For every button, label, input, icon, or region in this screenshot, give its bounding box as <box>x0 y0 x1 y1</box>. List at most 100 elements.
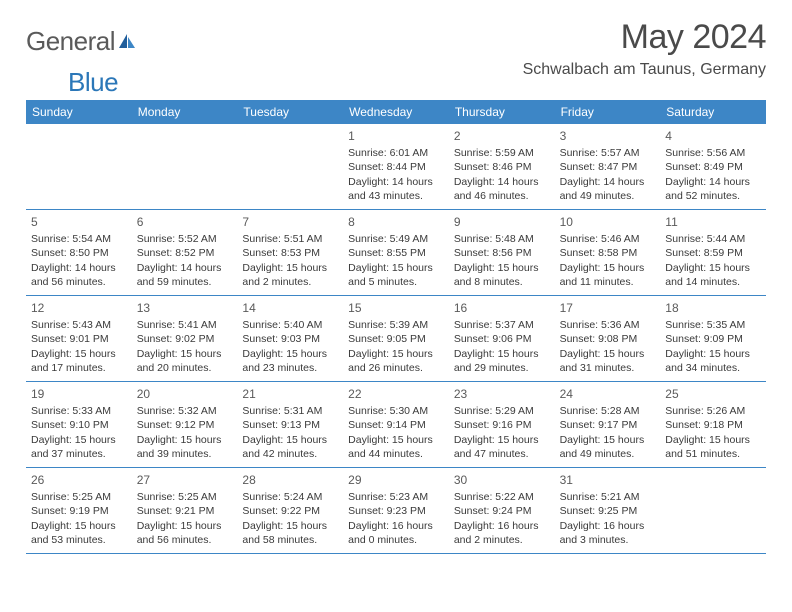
calendar-day: 9Sunrise: 5:48 AMSunset: 8:56 PMDaylight… <box>449 210 555 296</box>
day-number: 19 <box>31 386 127 402</box>
sunset-text: Sunset: 9:17 PM <box>560 418 656 432</box>
sunset-text: Sunset: 8:49 PM <box>665 160 761 174</box>
daylight-text: Daylight: 15 hours and 8 minutes. <box>454 261 550 289</box>
daylight-text: Daylight: 15 hours and 5 minutes. <box>348 261 444 289</box>
brand-text-1: General <box>26 26 115 57</box>
calendar-day: 3Sunrise: 5:57 AMSunset: 8:47 PMDaylight… <box>555 124 661 210</box>
sunset-text: Sunset: 8:46 PM <box>454 160 550 174</box>
sunrise-text: Sunrise: 5:30 AM <box>348 404 444 418</box>
sunrise-text: Sunrise: 5:59 AM <box>454 146 550 160</box>
sunset-text: Sunset: 9:03 PM <box>242 332 338 346</box>
day-number: 7 <box>242 214 338 230</box>
day-number: 30 <box>454 472 550 488</box>
calendar-day: 29 Sunrise: 5:23 AMSunset: 9:23 PMDayligh… <box>343 468 449 554</box>
sunset-text: Sunset: 9:02 PM <box>137 332 233 346</box>
sunrise-text: Sunrise: 5:40 AM <box>242 318 338 332</box>
calendar-day: 16 Sunrise: 5:37 AMSunset: 9:06 PMDayligh… <box>449 296 555 382</box>
daylight-text: Daylight: 16 hours and 3 minutes. <box>560 519 656 547</box>
sunrise-text: Sunrise: 5:32 AM <box>137 404 233 418</box>
calendar-day: 25Sunrise: 5:26 AMSunset: 9:18 PMDayligh… <box>660 382 766 468</box>
day-number: 8 <box>348 214 444 230</box>
day-number: 4 <box>665 128 761 144</box>
calendar-empty <box>132 124 238 210</box>
sunset-text: Sunset: 9:21 PM <box>137 504 233 518</box>
sunset-text: Sunset: 9:06 PM <box>454 332 550 346</box>
daylight-text: Daylight: 15 hours and 11 minutes. <box>560 261 656 289</box>
sunrise-text: Sunrise: 5:56 AM <box>665 146 761 160</box>
daylight-text: Daylight: 15 hours and 49 minutes. <box>560 433 656 461</box>
sunrise-text: Sunrise: 5:41 AM <box>137 318 233 332</box>
day-number: 26 <box>31 472 127 488</box>
sunrise-text: Sunrise: 5:37 AM <box>454 318 550 332</box>
daylight-text: Daylight: 15 hours and 44 minutes. <box>348 433 444 461</box>
calendar-day: 20Sunrise: 5:32 AMSunset: 9:12 PMDayligh… <box>132 382 238 468</box>
daylight-text: Daylight: 15 hours and 31 minutes. <box>560 347 656 375</box>
calendar-day: 7Sunrise: 5:51 AMSunset: 8:53 PMDaylight… <box>237 210 343 296</box>
calendar-day: 28Sunrise: 5:24 AMSunset: 9:22 PMDayligh… <box>237 468 343 554</box>
sunset-text: Sunset: 9:24 PM <box>454 504 550 518</box>
calendar-empty <box>237 124 343 210</box>
sunset-text: Sunset: 9:23 PM <box>348 504 444 518</box>
day-number: 1 <box>348 128 444 144</box>
brand-text-2: Blue <box>68 67 792 98</box>
daylight-text: Daylight: 15 hours and 29 minutes. <box>454 347 550 375</box>
sunrise-text: Sunrise: 5:43 AM <box>31 318 127 332</box>
sunset-text: Sunset: 9:14 PM <box>348 418 444 432</box>
sunrise-text: Sunrise: 5:22 AM <box>454 490 550 504</box>
sunrise-text: Sunrise: 5:33 AM <box>31 404 127 418</box>
daylight-text: Daylight: 14 hours and 46 minutes. <box>454 175 550 203</box>
day-number: 17 <box>560 300 656 316</box>
sunrise-text: Sunrise: 5:44 AM <box>665 232 761 246</box>
day-number: 3 <box>560 128 656 144</box>
calendar-day: 18Sunrise: 5:35 AMSunset: 9:09 PMDayligh… <box>660 296 766 382</box>
sunset-text: Sunset: 8:44 PM <box>348 160 444 174</box>
day-number: 5 <box>31 214 127 230</box>
day-number: 16 <box>454 300 550 316</box>
daylight-text: Daylight: 15 hours and 37 minutes. <box>31 433 127 461</box>
sunset-text: Sunset: 9:09 PM <box>665 332 761 346</box>
calendar-grid: SundayMondayTuesdayWednesdayThursdayFrid… <box>26 100 766 554</box>
daylight-text: Daylight: 15 hours and 26 minutes. <box>348 347 444 375</box>
sunrise-text: Sunrise: 5:39 AM <box>348 318 444 332</box>
sunrise-text: Sunrise: 5:49 AM <box>348 232 444 246</box>
calendar-day: 5Sunrise: 5:54 AMSunset: 8:50 PMDaylight… <box>26 210 132 296</box>
calendar-day: 31Sunrise: 5:21 AMSunset: 9:25 PMDayligh… <box>555 468 661 554</box>
day-number: 6 <box>137 214 233 230</box>
calendar-day: 6Sunrise: 5:52 AMSunset: 8:52 PMDaylight… <box>132 210 238 296</box>
calendar-day: 27Sunrise: 5:25 AMSunset: 9:21 PMDayligh… <box>132 468 238 554</box>
calendar-day: 23Sunrise: 5:29 AMSunset: 9:16 PMDayligh… <box>449 382 555 468</box>
day-number: 15 <box>348 300 444 316</box>
sunrise-text: Sunrise: 5:36 AM <box>560 318 656 332</box>
weekday-header: Tuesday <box>237 100 343 124</box>
sunset-text: Sunset: 8:56 PM <box>454 246 550 260</box>
day-number: 31 <box>560 472 656 488</box>
sunrise-text: Sunrise: 5:29 AM <box>454 404 550 418</box>
daylight-text: Daylight: 14 hours and 43 minutes. <box>348 175 444 203</box>
calendar-empty <box>26 124 132 210</box>
daylight-text: Daylight: 14 hours and 56 minutes. <box>31 261 127 289</box>
brand-sail-icon <box>117 32 137 55</box>
calendar-day: 1 Sunrise: 6:01 AMSunset: 8:44 PMDaylight… <box>343 124 449 210</box>
daylight-text: Daylight: 14 hours and 52 minutes. <box>665 175 761 203</box>
sunset-text: Sunset: 9:18 PM <box>665 418 761 432</box>
sunset-text: Sunset: 8:50 PM <box>31 246 127 260</box>
sunrise-text: Sunrise: 6:01 AM <box>348 146 444 160</box>
day-number: 12 <box>31 300 127 316</box>
calendar-day: 21Sunrise: 5:31 AMSunset: 9:13 PMDayligh… <box>237 382 343 468</box>
sunset-text: Sunset: 8:55 PM <box>348 246 444 260</box>
day-number: 29 <box>348 472 444 488</box>
calendar-day: 15Sunrise: 5:39 AMSunset: 9:05 PMDayligh… <box>343 296 449 382</box>
sunrise-text: Sunrise: 5:25 AM <box>137 490 233 504</box>
calendar-day: 8 Sunrise: 5:49 AMSunset: 8:55 PMDaylight… <box>343 210 449 296</box>
daylight-text: Daylight: 15 hours and 42 minutes. <box>242 433 338 461</box>
day-number: 20 <box>137 386 233 402</box>
day-number: 28 <box>242 472 338 488</box>
calendar-day: 22Sunrise: 5:30 AMSunset: 9:14 PMDayligh… <box>343 382 449 468</box>
month-title: May 2024 <box>523 18 766 57</box>
daylight-text: Daylight: 15 hours and 34 minutes. <box>665 347 761 375</box>
daylight-text: Daylight: 16 hours and 2 minutes. <box>454 519 550 547</box>
sunrise-text: Sunrise: 5:23 AM <box>348 490 444 504</box>
sunrise-text: Sunrise: 5:35 AM <box>665 318 761 332</box>
daylight-text: Daylight: 15 hours and 17 minutes. <box>31 347 127 375</box>
daylight-text: Daylight: 16 hours and 0 minutes. <box>348 519 444 547</box>
